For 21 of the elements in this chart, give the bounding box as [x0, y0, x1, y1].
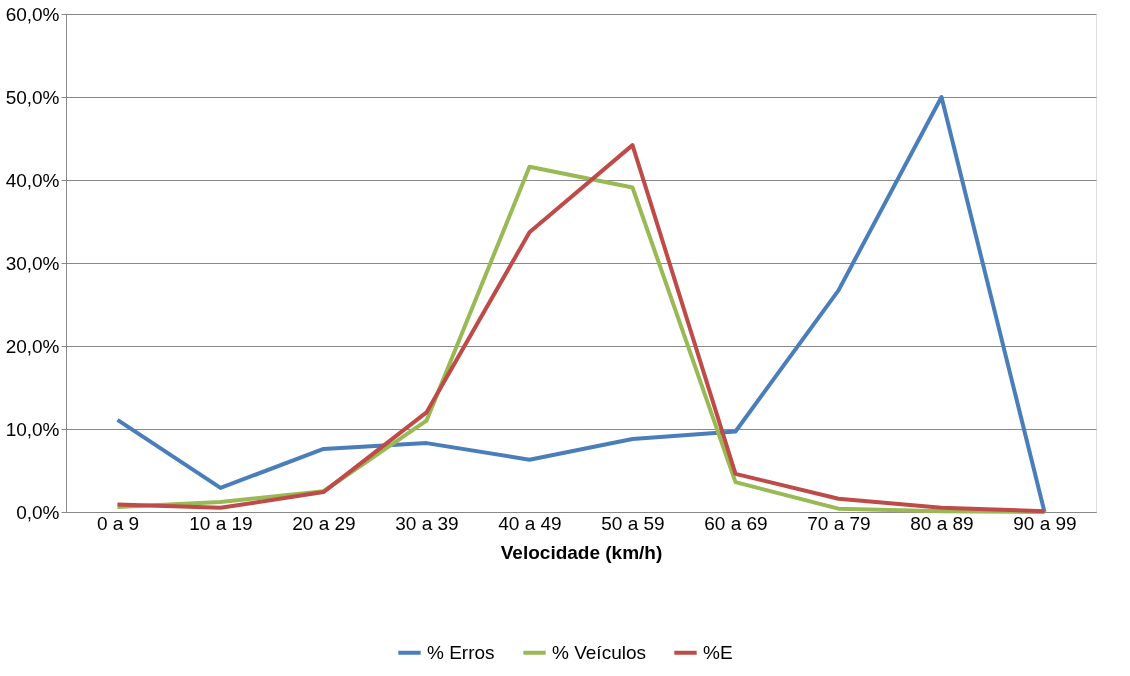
x-axis-title: Velocidade (km/h)	[500, 541, 663, 563]
x-tick-label: 60 a 69	[704, 512, 768, 534]
x-tick-label: 40 a 49	[498, 512, 562, 534]
y-tick-label: 10,0%	[5, 418, 60, 440]
y-tick-label: 60,0%	[5, 3, 60, 25]
y-tick-label: 20,0%	[5, 335, 60, 357]
y-tick-label: 40,0%	[5, 169, 60, 191]
legend-label: % Veículos	[552, 641, 646, 663]
y-tick-label: 50,0%	[5, 86, 60, 108]
x-tick-label: 90 a 99	[1013, 512, 1077, 534]
legend-label: % Erros	[427, 641, 495, 663]
x-tick-label: 0 a 9	[96, 512, 140, 534]
x-tick-label: 80 a 89	[910, 512, 974, 534]
legend-label: %E	[703, 641, 733, 663]
x-tick-label: 50 a 59	[601, 512, 665, 534]
y-tick-label: 0,0%	[16, 501, 60, 523]
x-tick-label: 20 a 29	[292, 512, 356, 534]
x-tick-label: 30 a 39	[395, 512, 459, 534]
y-tick-label: 30,0%	[5, 252, 60, 274]
x-tick-label: 10 a 19	[189, 512, 253, 534]
x-tick-label: 70 a 79	[807, 512, 871, 534]
